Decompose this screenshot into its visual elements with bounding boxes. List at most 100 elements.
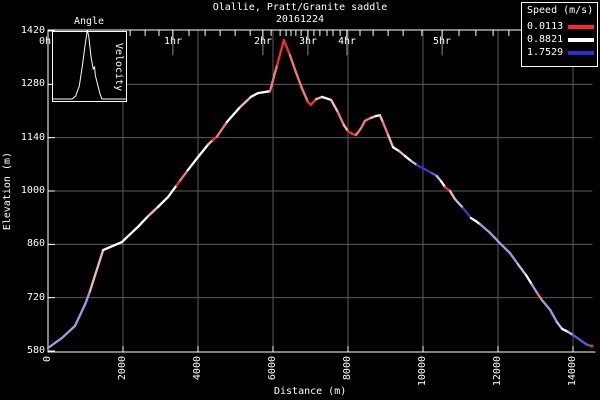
elevation-profile-segment: [156, 195, 170, 209]
elevation-profile-segment: [391, 146, 401, 153]
elevation-profile-segment: [555, 320, 564, 331]
elevation-profile-segment: [478, 222, 492, 235]
legend-entry-value: 0.8821: [527, 33, 564, 45]
elevation-profile-segment: [275, 38, 286, 67]
legend-color-swatch: [568, 24, 594, 29]
legend-rows: 0.0113 0.8821 1.7529: [522, 20, 597, 59]
legend-color-swatch: [568, 37, 594, 42]
elevation-profile-segment: [88, 248, 105, 293]
elevation-profile-segment: [282, 38, 292, 57]
x-tick-label: 12000: [492, 356, 503, 387]
elevation-profile-segment: [448, 189, 457, 201]
elevation-profile-segment: [359, 119, 367, 130]
elevation-profile-segment: [415, 163, 426, 171]
track-end-marker: [590, 344, 594, 348]
x-axis-title: Distance (m): [274, 386, 347, 397]
elevation-profile-segment: [120, 225, 140, 244]
elevation-profile-segment: [249, 91, 260, 99]
elevation-profile-segment: [84, 290, 92, 305]
y-tick-label: 720: [26, 292, 45, 303]
time-tick-label: 2hr: [253, 36, 273, 47]
legend-entry: 0.8821: [522, 33, 597, 46]
time-tick-label: 5hr: [432, 36, 452, 47]
elevation-profile-segment: [422, 167, 434, 175]
y-tick-label: 1280: [20, 78, 45, 89]
x-tick-label: 2000: [117, 356, 128, 381]
elevation-profile-segment: [378, 114, 385, 124]
elevation-profile-segment: [381, 120, 390, 137]
time-tick-label: 1hr: [163, 36, 183, 47]
x-tick-label: 8000: [342, 356, 353, 381]
elevation-profile-segment: [409, 159, 419, 167]
elevation-profile-segment: [508, 251, 520, 266]
y-tick-label: 1000: [20, 185, 45, 196]
y-tick-label: 1420: [20, 25, 45, 36]
elevation-profile-segment: [73, 302, 87, 328]
elevation-profile-segment: [584, 342, 593, 348]
elevation-profile-segment: [309, 98, 318, 107]
elevation-profile-segment: [225, 106, 242, 124]
elevation-profile-segment: [300, 86, 310, 104]
elevation-profile-segment: [329, 98, 340, 114]
x-tick-label: 4000: [192, 356, 203, 381]
time-tick-label: 4hr: [337, 36, 357, 47]
time-tick-label: 3hr: [298, 36, 318, 47]
elevation-profile-segment: [178, 168, 190, 182]
y-tick-label: 580: [26, 345, 45, 356]
angle-histogram-curve: [53, 30, 126, 100]
elevation-profile-segment: [530, 283, 539, 294]
elevation-profile-segment: [342, 123, 350, 133]
elevation-profile-segment: [136, 214, 150, 228]
y-tick-label: 1140: [20, 132, 45, 143]
inset-velocity-label: Velocity: [113, 43, 124, 92]
elevation-profile-segment: [146, 205, 160, 218]
legend-entry-value: 0.0113: [527, 20, 564, 32]
elevation-profile-segment: [101, 240, 124, 252]
elevation-profile-segment: [498, 242, 512, 255]
elevation-profile-segment: [288, 53, 298, 74]
chart-subtitle-date: 20161224: [275, 14, 325, 25]
elevation-profile-segment: [453, 197, 465, 210]
elevation-profile-segment: [256, 90, 272, 95]
elevation-profile-segment: [60, 324, 77, 340]
elevation-profile-segment: [524, 274, 533, 286]
elevation-profile-segment: [540, 298, 552, 312]
time-tick-label: 0hr: [38, 36, 58, 47]
elevation-profile-segment: [294, 70, 304, 90]
elevation-profile-segment: [397, 149, 407, 158]
elevation-profile-segment: [166, 184, 178, 199]
legend-entry: 0.0113: [522, 20, 597, 33]
angle-distribution-curve: [53, 30, 126, 100]
x-tick-label: 6000: [267, 356, 278, 381]
elevation-profile-segment: [215, 120, 229, 139]
elevation-profile-segment: [238, 95, 253, 109]
x-tick-label: 10000: [417, 356, 428, 387]
elevation-profile-segment: [196, 143, 210, 159]
legend-color-swatch: [568, 50, 594, 55]
x-tick-label: 14000: [567, 356, 578, 387]
elevation-profile-segment: [268, 63, 279, 93]
x-tick-label: 0: [42, 356, 53, 363]
elevation-profile-segment: [535, 291, 544, 302]
elevation-profile-segment: [516, 262, 528, 277]
elevation-profile-segment: [354, 126, 363, 137]
elevation-profile-segment: [320, 95, 333, 102]
speed-legend: Speed (m/s) 0.0113 0.8821 1.7529: [521, 2, 598, 67]
elevation-profile-segment: [439, 179, 447, 189]
inset-title: Angle: [73, 16, 105, 27]
chart-title: Olallie, Pratt/Granite saddle: [212, 2, 388, 13]
elevation-profile-segment: [403, 154, 413, 163]
elevation-profile-segment: [461, 206, 473, 220]
elevation-profile-segment: [488, 231, 502, 245]
elevation-profile-segment: [571, 333, 582, 342]
elevation-profile-segment: [46, 336, 64, 350]
elevation-profile-segment: [386, 133, 395, 149]
y-tick-label: 860: [26, 238, 45, 249]
elevation-profile-segment: [186, 155, 200, 172]
legend-entry-value: 1.7529: [527, 46, 564, 58]
elevation-profile-segment: [336, 110, 346, 127]
legend-entry: 1.7529: [522, 46, 597, 59]
legend-title: Speed (m/s): [527, 5, 594, 16]
